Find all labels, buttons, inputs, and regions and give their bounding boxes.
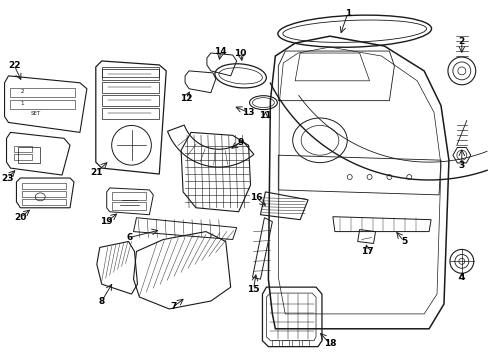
- Text: 7: 7: [170, 302, 176, 311]
- Text: 17: 17: [361, 247, 374, 256]
- Bar: [112, 192, 147, 200]
- Bar: [15, 154, 32, 160]
- Text: 15: 15: [247, 285, 260, 294]
- Text: 10: 10: [234, 49, 247, 58]
- Bar: [102, 82, 159, 93]
- Bar: [102, 69, 159, 80]
- Text: 23: 23: [1, 174, 14, 183]
- Text: 1: 1: [21, 100, 24, 105]
- Text: SET: SET: [30, 111, 41, 116]
- Bar: [112, 202, 147, 210]
- Text: 1: 1: [344, 9, 351, 18]
- Bar: [102, 95, 159, 105]
- Bar: [10, 100, 75, 109]
- Bar: [102, 108, 159, 118]
- Bar: [10, 88, 75, 97]
- Bar: [23, 183, 66, 189]
- Text: 5: 5: [401, 237, 407, 246]
- Text: 13: 13: [243, 108, 255, 117]
- Bar: [102, 67, 159, 77]
- Text: 8: 8: [98, 297, 105, 306]
- Text: 9: 9: [238, 138, 244, 147]
- Text: 11: 11: [259, 111, 271, 120]
- Bar: [272, 340, 279, 346]
- Bar: [23, 199, 66, 205]
- Text: 20: 20: [14, 213, 26, 222]
- Bar: [292, 340, 299, 346]
- Text: 14: 14: [215, 46, 227, 55]
- Text: 6: 6: [126, 233, 133, 242]
- Text: 18: 18: [324, 339, 336, 348]
- Text: 16: 16: [250, 193, 263, 202]
- Bar: [23, 191, 66, 197]
- Text: 2: 2: [459, 37, 465, 46]
- Text: 2: 2: [21, 89, 24, 94]
- Text: 22: 22: [8, 62, 21, 71]
- Bar: [282, 340, 289, 346]
- Bar: [19, 147, 40, 163]
- Bar: [15, 146, 32, 152]
- Text: 4: 4: [459, 273, 465, 282]
- Bar: [302, 340, 309, 346]
- Text: 19: 19: [100, 217, 113, 226]
- Text: 12: 12: [180, 94, 192, 103]
- Text: 3: 3: [459, 161, 465, 170]
- Text: 21: 21: [91, 167, 103, 176]
